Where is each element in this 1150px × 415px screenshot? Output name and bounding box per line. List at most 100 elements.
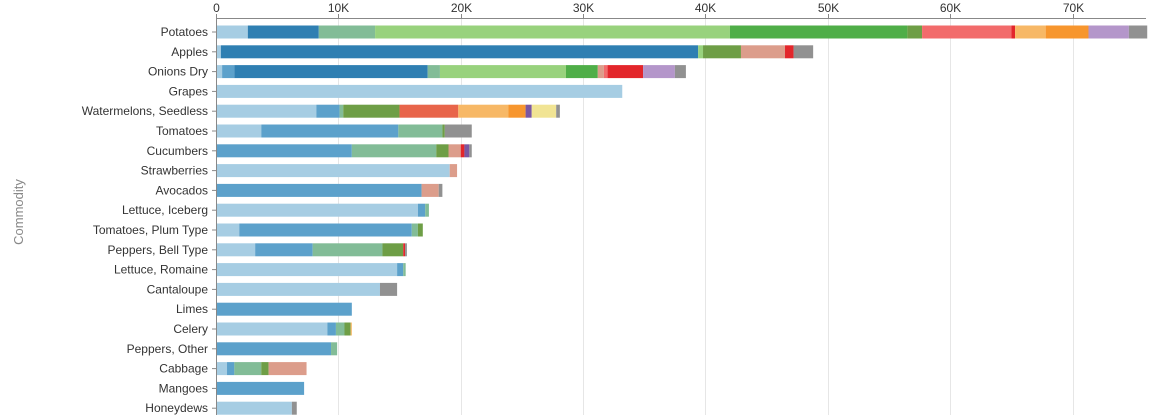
bar-segment [417, 223, 423, 237]
category-label: Strawberries [141, 164, 208, 178]
bar-segment [597, 65, 604, 79]
bar-segment [312, 243, 383, 257]
bar-segment [291, 401, 297, 415]
bar-segment [674, 65, 686, 79]
x-axis-ticks: 0 10K 20K 30K 40K 50K 60K 70K [213, 1, 1146, 19]
bar-row [216, 263, 406, 277]
bar-segment [216, 124, 262, 138]
bar-segment [438, 183, 443, 197]
bar-row [216, 243, 407, 257]
bar-segment [216, 223, 240, 237]
bar-row [216, 223, 423, 237]
bar-segment [907, 25, 923, 39]
bar-segment [531, 104, 557, 118]
bar-segment [399, 104, 459, 118]
bar-segment [268, 362, 307, 376]
bar-segment [234, 362, 262, 376]
bar-segment [216, 164, 450, 178]
bar-segment [1011, 25, 1016, 39]
bar-row [216, 124, 472, 138]
bar-segment [216, 342, 332, 356]
bar-segment [397, 263, 404, 277]
bar-segment [425, 203, 429, 217]
category-label: Cantaloupe [147, 282, 209, 296]
bar-segment [216, 381, 305, 395]
category-label: Lettuce, Iceberg [122, 203, 208, 217]
category-label: Peppers, Bell Type [107, 243, 208, 257]
bar-segment [343, 104, 400, 118]
x-tick-label: 20K [451, 1, 472, 15]
bar-segment [216, 203, 418, 217]
bar-segment [403, 243, 406, 257]
bar-row [216, 322, 352, 336]
bar-segment [318, 25, 376, 39]
category-label: Potatoes [161, 25, 208, 39]
bar-segment [216, 144, 352, 158]
bar-segment [1015, 25, 1046, 39]
bar-segment [565, 65, 598, 79]
bar-segment [239, 223, 412, 237]
bar-segment [785, 45, 794, 59]
bar-segment [421, 183, 439, 197]
bar-row [216, 342, 338, 356]
bar-segment [261, 362, 269, 376]
bar-segment [793, 45, 814, 59]
bar-row [216, 25, 1148, 39]
bar-row [216, 84, 623, 98]
bar-segment [216, 401, 292, 415]
bar-segment [379, 282, 398, 296]
bar-segment [442, 124, 445, 138]
bar-segment [234, 65, 428, 79]
category-label: Watermelons, Seedless [82, 104, 208, 118]
bar-segment [247, 25, 319, 39]
bar-segment [216, 243, 256, 257]
bar-segment [216, 183, 422, 197]
category-label: Lettuce, Romaine [114, 263, 208, 277]
bar-row [216, 164, 458, 178]
bar-segment [222, 65, 235, 79]
bar-row [216, 282, 398, 296]
category-label: Mangoes [159, 381, 208, 395]
bar-segment [351, 144, 437, 158]
bar-segment [449, 164, 458, 178]
y-axis-title: Commodity [11, 179, 26, 245]
bar-segment [331, 342, 338, 356]
bar-segment [439, 65, 566, 79]
bar-segment [525, 104, 532, 118]
bar-segment [335, 322, 345, 336]
category-label: Onions Dry [148, 65, 208, 79]
x-tick-label: 0 [213, 1, 220, 15]
bar-row [216, 302, 352, 316]
bar-row [216, 203, 429, 217]
category-label: Peppers, Other [127, 342, 208, 356]
bar-segment [469, 144, 472, 158]
category-label: Limes [176, 302, 208, 316]
bar-segment [556, 104, 560, 118]
x-tick-label: 70K [1063, 1, 1084, 15]
bar-segment [643, 65, 675, 79]
bar-segment [327, 322, 336, 336]
bar-segment [216, 282, 380, 296]
category-label: Cabbage [159, 362, 208, 376]
bar-segment [382, 243, 404, 257]
bar-segment [216, 45, 221, 59]
bar-segment [922, 25, 1012, 39]
bar-segment [375, 25, 730, 39]
bar-segment [350, 322, 352, 336]
bar-segment [261, 124, 399, 138]
bar-segment [216, 65, 223, 79]
x-tick-label: 40K [695, 1, 716, 15]
bar-segment [216, 302, 352, 316]
bar-segment [216, 84, 623, 98]
bar-segment [255, 243, 313, 257]
bar-segment [436, 144, 449, 158]
x-tick-label: 50K [818, 1, 839, 15]
bar-segment [216, 25, 248, 39]
category-label: Grapes [169, 84, 208, 98]
bar-row [216, 144, 472, 158]
bar-segment [1088, 25, 1129, 39]
bar-segment [444, 124, 472, 138]
bar-segment [316, 104, 340, 118]
bar-segment [458, 104, 509, 118]
